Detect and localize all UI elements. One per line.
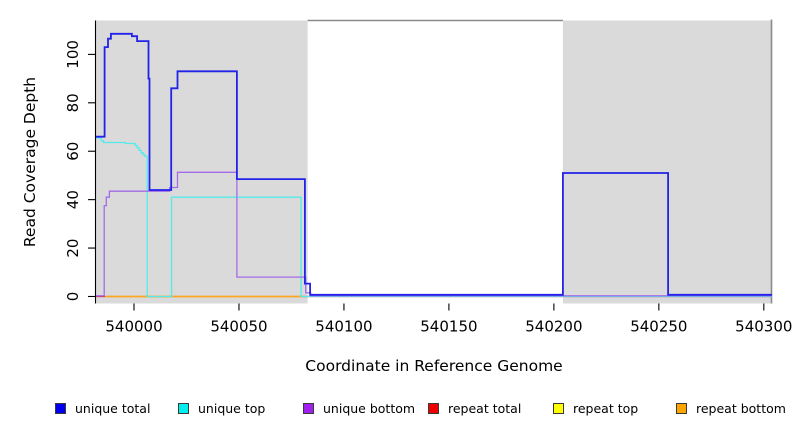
x-tick-label: 540150 [420,318,477,336]
x-tick-label: 540050 [210,318,267,336]
x-tick-label: 540200 [525,318,582,336]
series-unique-total-line [96,32,772,296]
legend-item-repeat-top: repeat top [553,401,638,416]
legend-label: unique bottom [323,401,416,416]
legend-swatch-icon [303,403,314,414]
x-tick-label: 540250 [630,318,687,336]
legend-swatch-icon [55,403,66,414]
legend-item-unique-bottom: unique bottom [303,401,415,416]
y-tick-label: 40 [64,190,82,209]
legend-label: repeat top [573,401,639,416]
legend-item-unique-top: unique top [178,401,265,416]
legend-label: repeat bottom [696,401,786,416]
legend-item-repeat-total: repeat total [428,401,521,416]
series-unique-top-line [96,137,772,298]
legend-label: unique top [198,401,266,416]
y-tick-label: 80 [64,93,82,112]
y-tick-label: 60 [64,142,82,161]
x-tick-label: 540100 [315,318,372,336]
legend-item-repeat-bottom: repeat bottom [676,401,786,416]
legend-label: repeat total [448,401,522,416]
legend-swatch-icon [178,403,189,414]
y-tick-label: 0 [64,292,82,302]
series-unique-bottom-line [96,171,772,297]
x-axis-title: Coordinate in Reference Genome [305,357,563,375]
y-axis-title: Read Coverage Depth [21,76,39,248]
x-tick-label: 540300 [735,318,792,336]
legend-swatch-icon [428,403,439,414]
legend-item-unique-total: unique total [55,401,150,416]
legend-swatch-icon [676,403,687,414]
y-tick-label: 20 [64,239,82,258]
y-tick-label: 100 [64,40,82,69]
shaded-region [96,20,308,304]
legend-label: unique total [75,401,151,416]
x-tick-label: 540000 [105,318,162,336]
legend-swatch-icon [553,403,564,414]
